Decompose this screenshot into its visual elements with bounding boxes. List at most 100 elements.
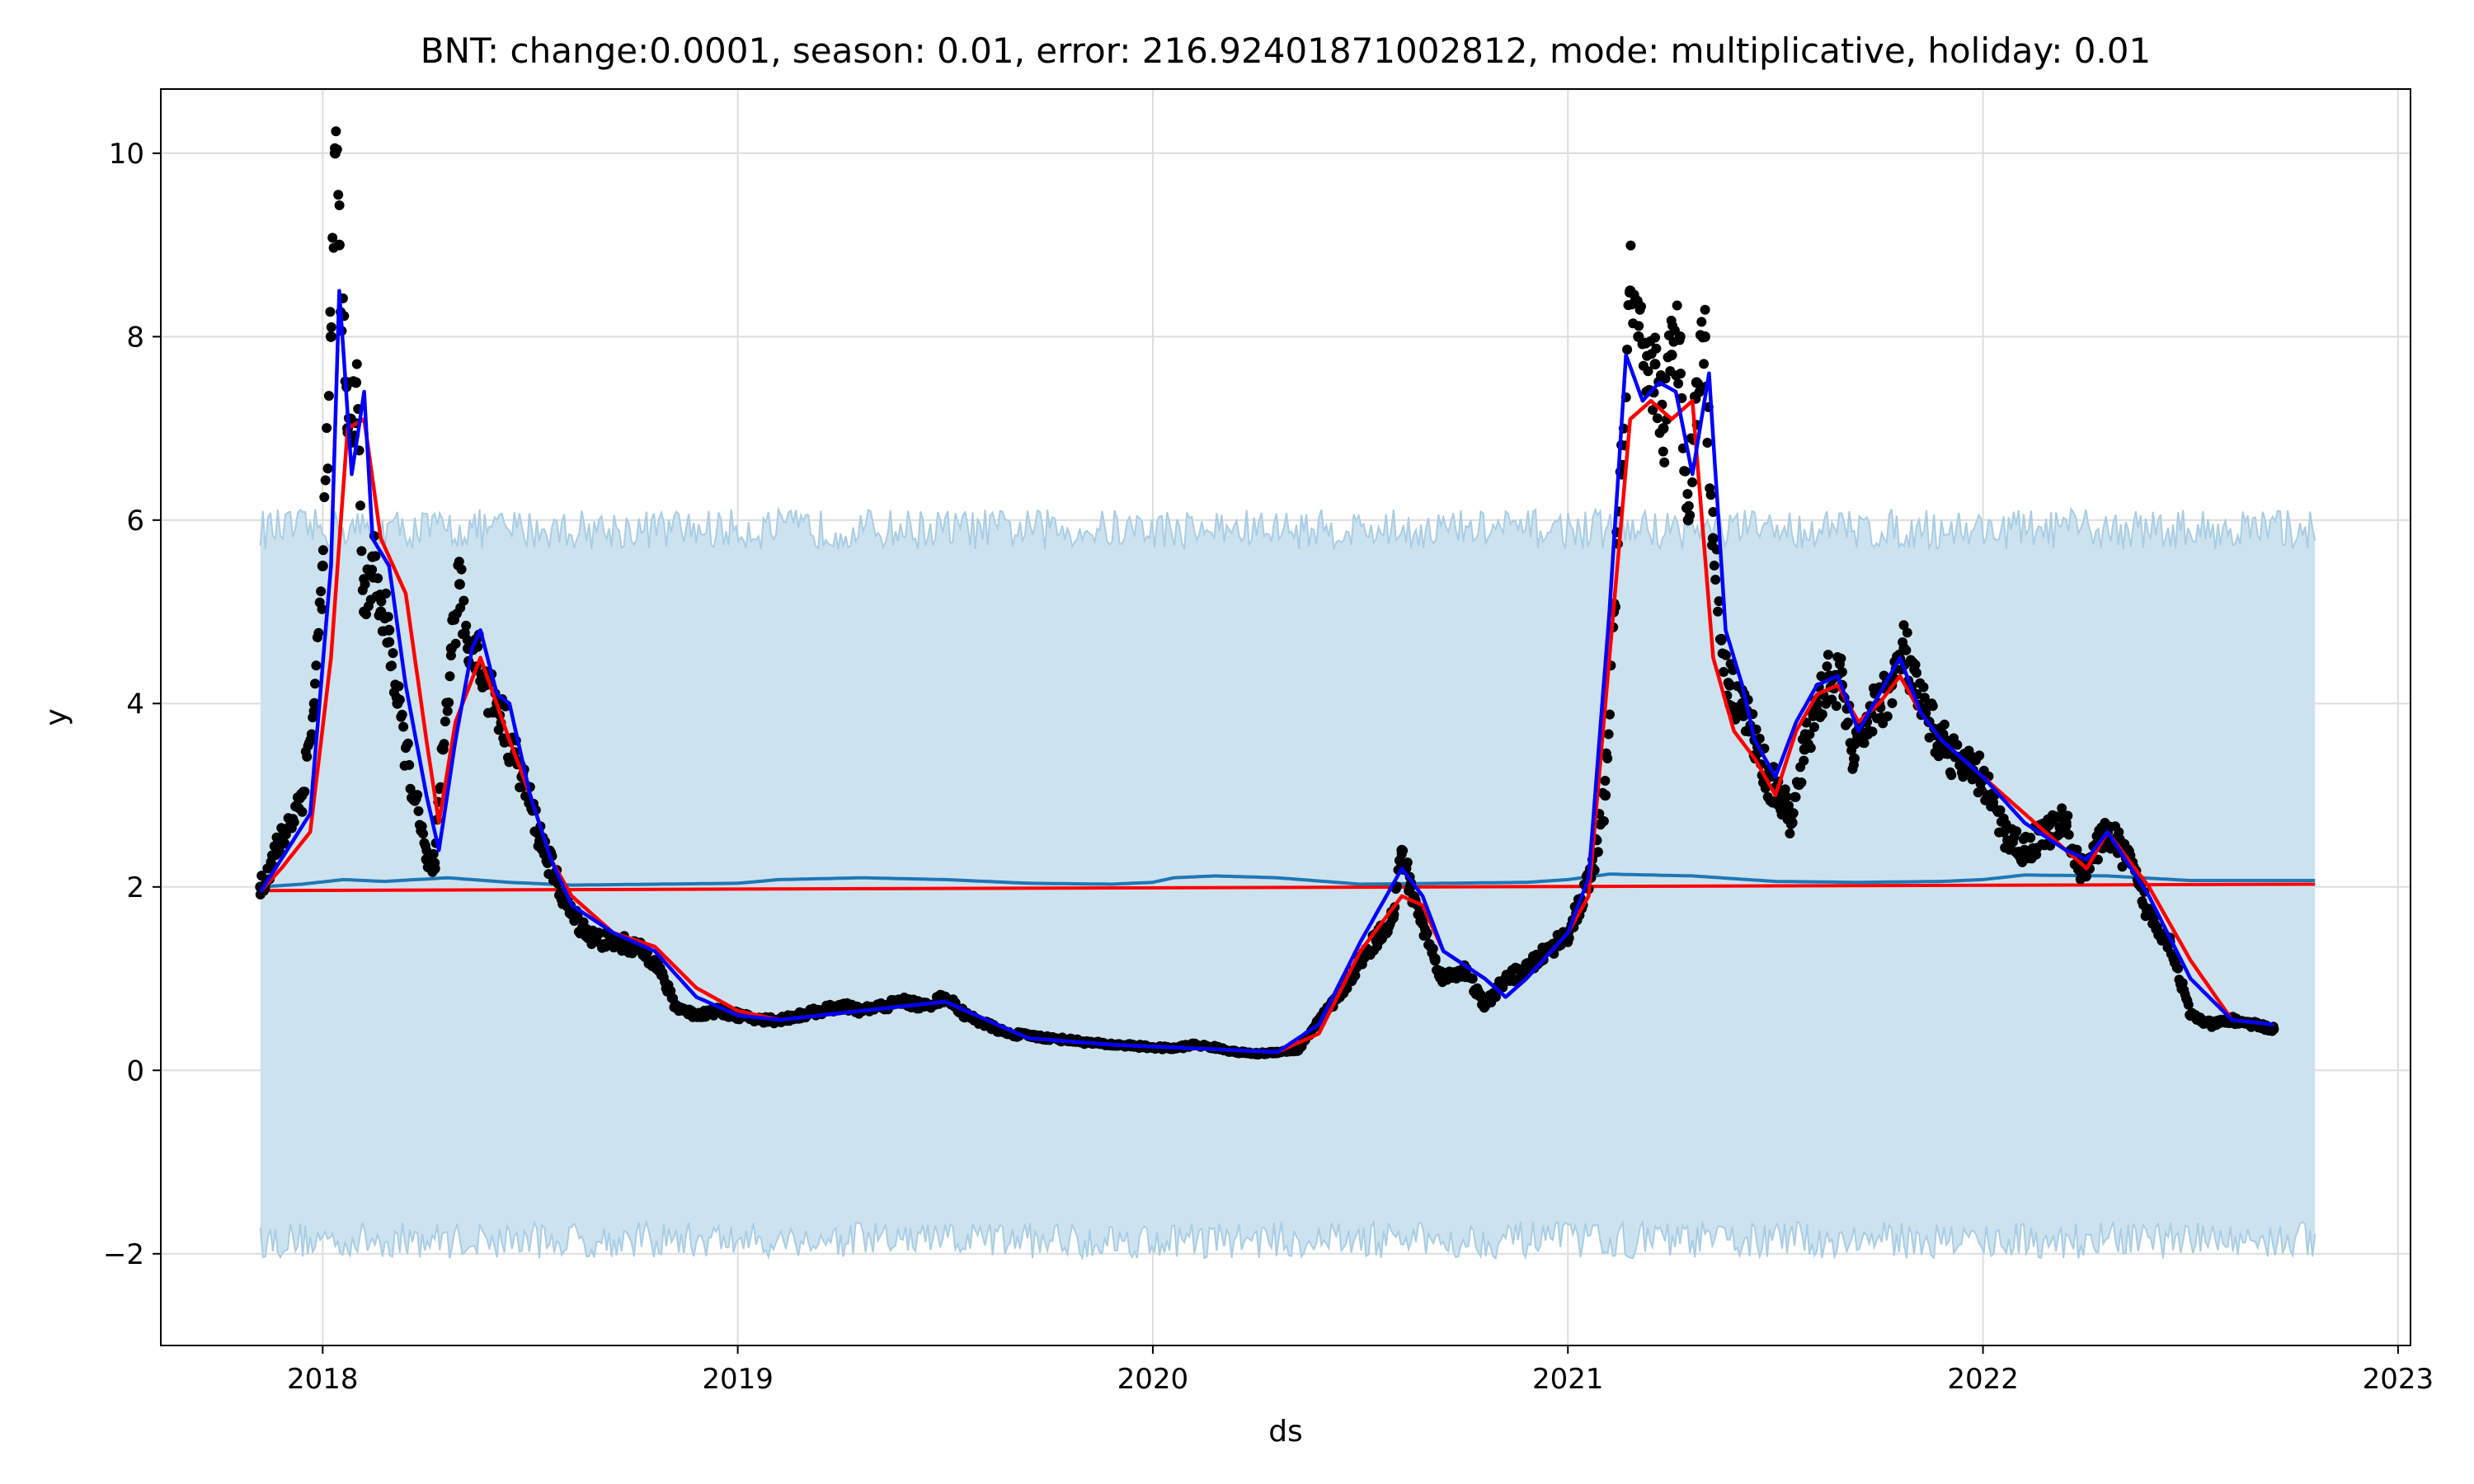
y-tick-label-1: 0: [126, 1054, 144, 1087]
observed-point: [325, 307, 336, 317]
observed-point: [350, 377, 362, 388]
x-axis: 2018 2019 2020 2021 2022 2023: [287, 1345, 2434, 1396]
observed-point: [398, 721, 409, 732]
observed-point: [1902, 627, 1912, 638]
x-tick-label-2019: 2019: [702, 1363, 774, 1396]
observed-point: [1790, 791, 1801, 802]
observed-point: [326, 322, 336, 332]
observed-point: [367, 551, 379, 562]
observed-point: [454, 579, 465, 590]
observed-point: [359, 606, 370, 618]
observed-point: [1898, 620, 1909, 631]
observed-point: [456, 564, 467, 575]
observed-point: [939, 991, 951, 1003]
observed-point: [1674, 331, 1686, 342]
observed-point: [1402, 857, 1413, 868]
observed-point: [402, 738, 413, 749]
observed-point: [1887, 697, 1898, 708]
observed-point: [1521, 964, 1532, 975]
observed-point: [1490, 992, 1501, 1003]
observed-point: [1603, 729, 1614, 740]
observed-point: [437, 744, 449, 755]
observed-point: [1598, 816, 1609, 826]
observed-point: [566, 909, 577, 920]
observed-point: [1796, 777, 1807, 788]
observed-point: [1658, 423, 1669, 434]
y-tick-label-0: −2: [103, 1238, 144, 1271]
observed-point: [418, 829, 429, 839]
observed-point: [1467, 974, 1478, 984]
observed-point: [383, 612, 393, 622]
observed-point: [1716, 633, 1727, 645]
observed-point: [670, 1000, 681, 1012]
observed-point: [367, 565, 378, 575]
observed-point: [1799, 744, 1810, 755]
observed-point: [2268, 1023, 2279, 1035]
observed-point: [1429, 955, 1441, 966]
fitted-line: [258, 289, 2274, 1054]
observed-point: [1849, 753, 1860, 764]
observed-point: [2057, 803, 2067, 814]
observed-point: [1705, 490, 1716, 500]
observed-point: [459, 595, 469, 606]
x-tick-label-2022: 2022: [1947, 1363, 2019, 1396]
observed-point: [1422, 928, 1432, 938]
observed-point: [1650, 332, 1660, 343]
observed-point: [1625, 285, 1636, 297]
observed-point: [442, 706, 453, 716]
y-tick-label-2: 2: [126, 871, 144, 904]
observed-point: [1912, 668, 1921, 679]
observed-point: [297, 806, 308, 817]
y-axis-label: y: [40, 708, 73, 726]
observed-point: [1396, 844, 1408, 856]
observed-point: [1974, 750, 1985, 761]
observed-point: [1786, 817, 1798, 829]
x-axis-label: ds: [1268, 1415, 1303, 1449]
observed-point: [1658, 446, 1668, 457]
observed-point: [1859, 738, 1870, 749]
observed-point: [1673, 378, 1684, 389]
observed-point: [1822, 661, 1832, 672]
observed-point: [1417, 918, 1428, 929]
observed-point: [1724, 679, 1736, 691]
observed-point: [1350, 970, 1361, 981]
observed-point: [1683, 500, 1694, 511]
observed-point: [1633, 331, 1644, 342]
y-axis: −2 0 2 4 6 8 10: [103, 138, 161, 1271]
observed-point: [608, 937, 619, 947]
observed-point: [408, 790, 420, 801]
observed-point: [444, 697, 454, 708]
observed-point: [1784, 801, 1794, 811]
observed-point: [1625, 240, 1636, 251]
observed-point: [444, 671, 455, 682]
observed-point: [440, 716, 450, 727]
observed-point: [356, 546, 367, 556]
observed-point: [351, 359, 362, 369]
observed-point: [388, 648, 398, 659]
y-tick-label-6: 10: [109, 138, 144, 171]
observed-point: [587, 932, 598, 943]
observed-point: [413, 805, 424, 816]
observed-point: [1804, 729, 1815, 740]
observed-point: [1719, 667, 1729, 677]
observed-point: [1988, 797, 1999, 808]
forecast-layer: [260, 872, 2316, 889]
observed-point: [454, 556, 464, 567]
observed-point: [308, 706, 319, 716]
observed-point: [1643, 366, 1653, 377]
observed-point: [311, 660, 322, 671]
observed-point: [1700, 304, 1710, 315]
observed-point: [429, 863, 440, 874]
observed-point: [1831, 701, 1841, 711]
observed-point: [296, 790, 308, 801]
observed-point: [1651, 343, 1662, 354]
observed-point: [320, 475, 331, 486]
observed-point: [1918, 682, 1929, 693]
observed-point: [1837, 667, 1847, 678]
observed-point: [387, 660, 397, 671]
observed-point: [373, 573, 383, 584]
uncertainty-fill: [260, 509, 2316, 1259]
y-tick-label-5: 8: [126, 321, 144, 354]
uncertainty-upper-edge: [259, 506, 2316, 552]
observed-point: [428, 848, 439, 859]
